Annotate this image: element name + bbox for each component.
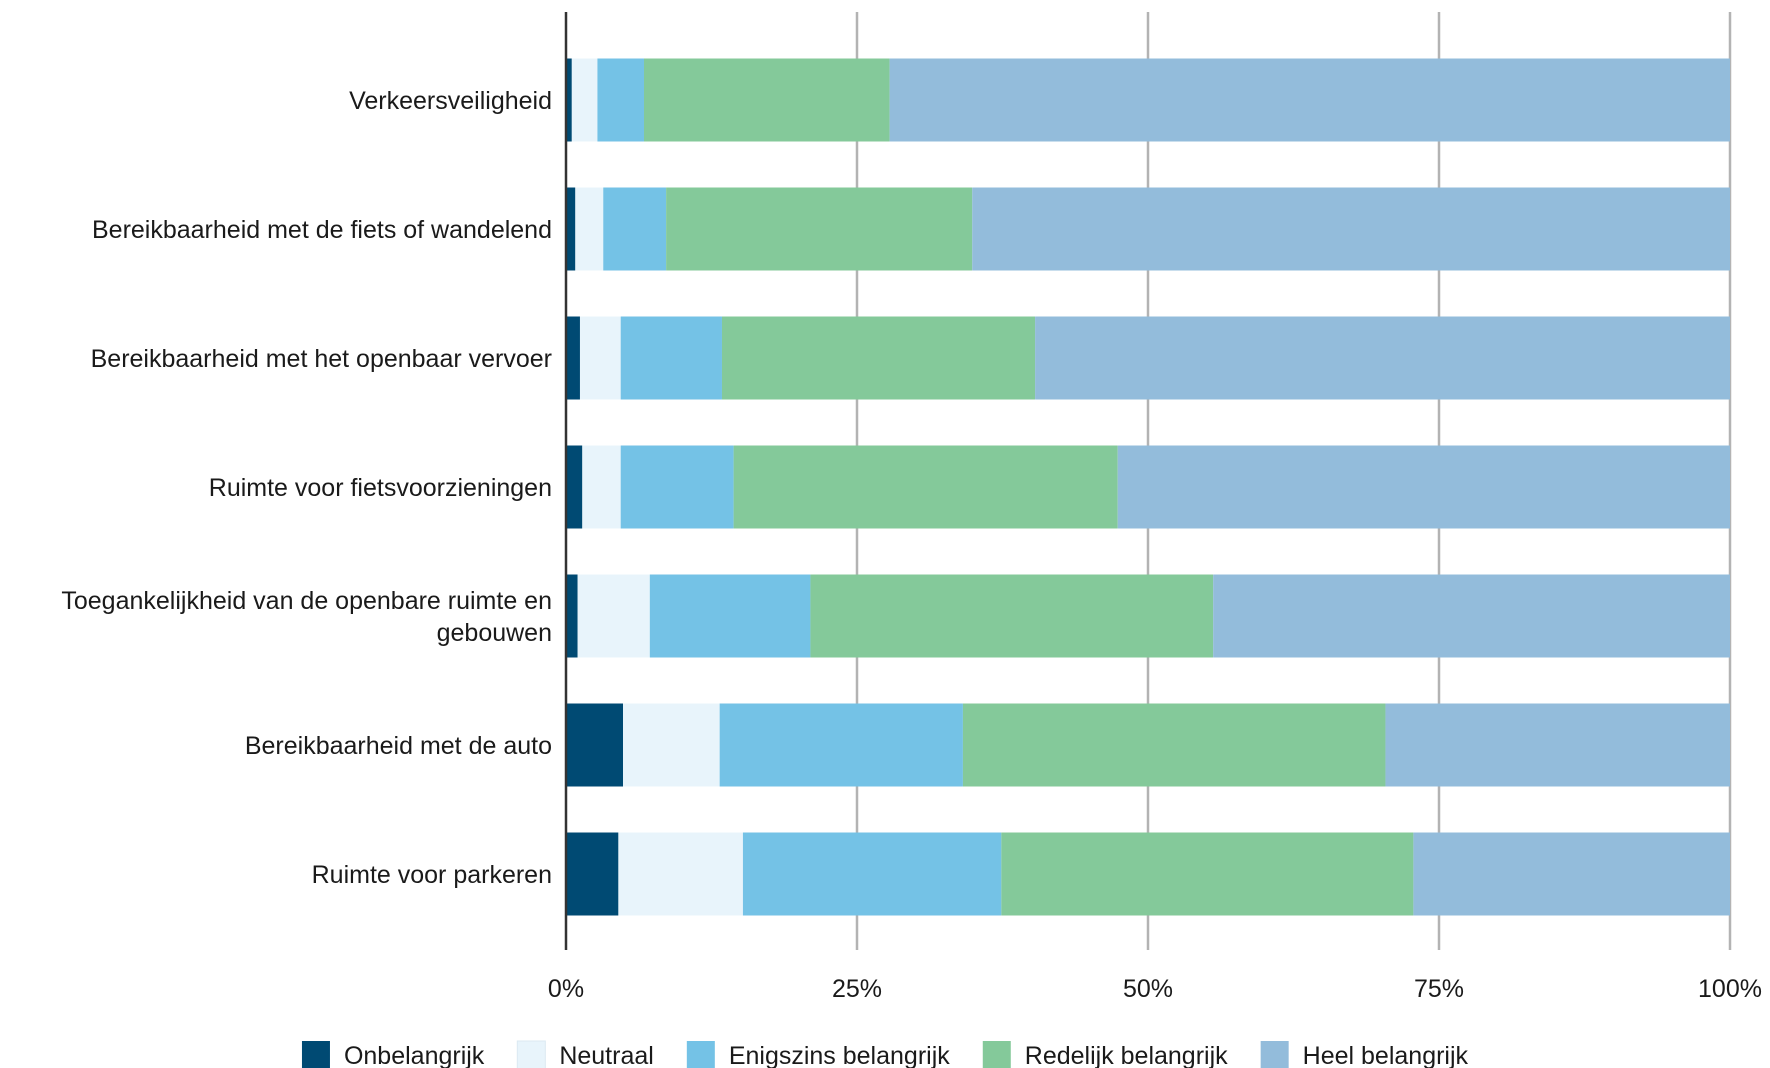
legend-swatch xyxy=(1260,1041,1289,1068)
category-label: Ruimte voor fietsvoorzieningen xyxy=(209,474,552,502)
legend-swatch xyxy=(516,1040,546,1068)
category-labels: Verkeersveiligheid Bereikbaarheid met de … xyxy=(61,87,552,889)
bar-segment xyxy=(566,58,572,142)
category-label: Toegankelijkheid van de openbare ruimte … xyxy=(61,587,552,647)
bar-segment xyxy=(566,316,580,400)
bar-segment xyxy=(1117,445,1730,529)
legend-swatch xyxy=(686,1041,715,1068)
category-label: Bereikbaarheid met de fiets of wandelend xyxy=(92,216,552,244)
bar-segment xyxy=(566,445,583,529)
legend-label: Enigszins belangrijk xyxy=(729,1042,950,1068)
bar-segment xyxy=(623,703,720,787)
bar-segment xyxy=(620,445,734,529)
bars xyxy=(566,58,1730,916)
bar-segment xyxy=(649,574,811,658)
bar-segment xyxy=(1035,316,1730,400)
bar-segment xyxy=(620,316,722,400)
bar-segment xyxy=(579,316,621,400)
bar-segment xyxy=(566,574,578,658)
bar-segment xyxy=(889,58,1730,142)
bar-segment xyxy=(566,832,619,916)
bar-segment xyxy=(618,832,743,916)
legend-swatch xyxy=(301,1041,330,1068)
bar-segment xyxy=(719,703,963,787)
bar-segment xyxy=(577,574,650,658)
legend: Onbelangrijk Neutraal Enigszins belangrijk… xyxy=(301,1040,1469,1068)
bar-segment xyxy=(597,58,644,142)
bar-segment xyxy=(721,316,1036,400)
bar-segment xyxy=(666,187,973,271)
bar-segment xyxy=(962,703,1386,787)
x-tick-label: 50% xyxy=(1123,975,1173,1003)
bar-segment xyxy=(643,58,890,142)
bar-segment xyxy=(1413,832,1730,916)
bar-segment xyxy=(575,187,604,271)
legend-swatch xyxy=(982,1041,1011,1068)
category-label: Bereikbaarheid met de auto xyxy=(245,732,552,760)
x-tick-label: 75% xyxy=(1414,975,1464,1003)
bar-segment xyxy=(603,187,667,271)
category-label: Verkeersveiligheid xyxy=(349,87,552,115)
category-label: Bereikbaarheid met het openbaar vervoer xyxy=(91,345,552,373)
bar-segment xyxy=(810,574,1214,658)
category-label: Ruimte voor parkeren xyxy=(312,861,552,889)
bar-segment xyxy=(566,703,624,787)
bar-segment xyxy=(972,187,1730,271)
bar-segment xyxy=(1213,574,1730,658)
bar-segment xyxy=(582,445,621,529)
legend-label: Redelijk belangrijk xyxy=(1025,1042,1228,1068)
bar-segment xyxy=(566,187,576,271)
x-tick-labels: 0% 25% 50% 75% 100% xyxy=(548,975,1762,1003)
legend-label: Heel belangrijk xyxy=(1303,1042,1469,1068)
bar-segment xyxy=(733,445,1118,529)
x-tick-label: 0% xyxy=(548,975,584,1003)
bar-segment xyxy=(1001,832,1414,916)
bar-segment xyxy=(571,58,598,142)
legend-label: Neutraal xyxy=(559,1042,654,1068)
bar-segment xyxy=(1385,703,1730,787)
x-tick-label: 25% xyxy=(832,975,882,1003)
x-tick-label: 100% xyxy=(1698,975,1762,1003)
legend-label: Onbelangrijk xyxy=(344,1042,485,1068)
bar-segment xyxy=(742,832,1002,916)
